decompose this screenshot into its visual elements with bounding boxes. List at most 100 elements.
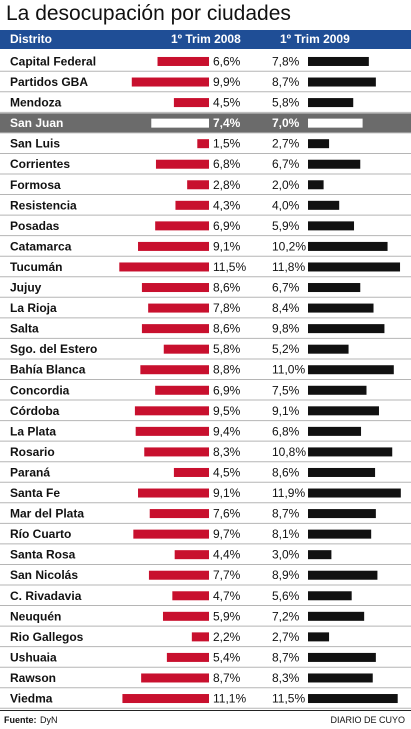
bar-2009 bbox=[308, 159, 361, 169]
bar-2008 bbox=[191, 632, 209, 642]
column-header-bar: Distrito 1º Trim 2008 1º Trim 2009 bbox=[0, 30, 411, 49]
bar-2008 bbox=[141, 324, 209, 334]
value-label-2009: 11,9% bbox=[272, 486, 305, 500]
bar-2009 bbox=[308, 529, 372, 539]
bar-2008 bbox=[162, 611, 209, 621]
bar-2008 bbox=[148, 303, 209, 313]
value-label-2008: 8,7% bbox=[213, 671, 241, 685]
value-label-2009: 7,5% bbox=[272, 383, 300, 397]
bar-2008 bbox=[131, 77, 209, 87]
district-label: Catamarca bbox=[10, 239, 72, 253]
value-label-2008: 9,7% bbox=[213, 527, 241, 541]
district-label: Corrientes bbox=[10, 157, 70, 171]
district-label: Bahía Blanca bbox=[10, 363, 86, 377]
bar-2008 bbox=[122, 694, 209, 704]
bar-2009 bbox=[308, 385, 367, 395]
value-label-2008: 7,6% bbox=[213, 507, 241, 521]
value-label-2009: 8,3% bbox=[272, 671, 300, 685]
bar-2008 bbox=[141, 283, 209, 293]
unemployment-bar-chart: Capital Federal 6,6% 7,8% Partidos GBA 9,9% 8… bbox=[0, 54, 411, 709]
value-label-2009: 7,0% bbox=[272, 116, 300, 130]
value-label-2009: 8,4% bbox=[272, 301, 300, 315]
district-label: Ushuaia bbox=[10, 650, 57, 664]
district-label: Río Cuarto bbox=[10, 527, 71, 541]
bar-2009 bbox=[308, 324, 385, 334]
bar-2008 bbox=[175, 200, 209, 210]
column-header-2008: 1º Trim 2008 bbox=[171, 32, 241, 46]
value-label-2008: 4,7% bbox=[213, 589, 241, 603]
bar-2008 bbox=[155, 221, 209, 231]
value-label-2009: 7,8% bbox=[272, 54, 300, 68]
value-label-2009: 5,8% bbox=[272, 96, 300, 110]
bar-2009 bbox=[308, 550, 332, 560]
bar-2008 bbox=[144, 447, 209, 457]
bar-2009 bbox=[308, 426, 362, 436]
bar-2009 bbox=[308, 467, 376, 477]
value-label-2008: 6,6% bbox=[213, 54, 241, 68]
bar-2009 bbox=[308, 56, 369, 66]
value-label-2008: 9,5% bbox=[213, 404, 241, 418]
bar-2008 bbox=[173, 467, 209, 477]
bar-2009 bbox=[308, 591, 352, 601]
bar-2008 bbox=[166, 652, 209, 662]
value-label-2009: 4,0% bbox=[272, 198, 300, 212]
bar-2009 bbox=[308, 570, 378, 580]
district-label: Rio Gallegos bbox=[10, 630, 84, 644]
district-label: Santa Rosa bbox=[10, 548, 76, 562]
district-label: Capital Federal bbox=[10, 54, 96, 68]
value-label-2009: 6,8% bbox=[272, 424, 300, 438]
value-label-2008: 6,9% bbox=[213, 219, 241, 233]
value-label-2008: 6,9% bbox=[213, 383, 241, 397]
chart-title: La desocupación por ciudades bbox=[6, 2, 291, 25]
source-label: Fuente: bbox=[4, 715, 37, 725]
bar-2008 bbox=[174, 550, 209, 560]
district-label: Neuquén bbox=[10, 609, 61, 623]
value-label-2008: 9,4% bbox=[213, 424, 241, 438]
value-label-2009: 3,0% bbox=[272, 548, 300, 562]
bar-2009 bbox=[308, 632, 330, 642]
value-label-2008: 5,8% bbox=[213, 342, 241, 356]
bar-2009 bbox=[308, 447, 393, 457]
value-label-2008: 11,5% bbox=[213, 260, 246, 274]
value-label-2009: 8,7% bbox=[272, 507, 300, 521]
bar-2009 bbox=[308, 611, 365, 621]
value-label-2009: 9,1% bbox=[272, 404, 300, 418]
bar-2008 bbox=[138, 488, 209, 498]
value-label-2009: 8,6% bbox=[272, 465, 300, 479]
value-label-2008: 2,8% bbox=[213, 178, 241, 192]
value-label-2009: 11,8% bbox=[272, 260, 305, 274]
value-label-2009: 8,1% bbox=[272, 527, 300, 541]
district-label: La Plata bbox=[10, 424, 56, 438]
value-label-2009: 8,7% bbox=[272, 75, 300, 89]
value-label-2009: 7,2% bbox=[272, 609, 300, 623]
value-label-2008: 6,8% bbox=[213, 157, 241, 171]
district-label: Viedma bbox=[10, 692, 53, 706]
bar-2009 bbox=[308, 406, 379, 416]
district-label: Santa Fe bbox=[10, 486, 60, 500]
value-label-2009: 11,5% bbox=[272, 692, 305, 706]
bar-2009 bbox=[308, 365, 394, 375]
value-label-2009: 6,7% bbox=[272, 157, 300, 171]
publisher-credit: DIARIO DE CUYO bbox=[330, 715, 405, 725]
value-label-2008: 9,9% bbox=[213, 75, 241, 89]
bar-2009 bbox=[308, 221, 355, 231]
value-label-2009: 2,7% bbox=[272, 137, 300, 151]
bar-2009 bbox=[308, 283, 361, 293]
bar-2008 bbox=[149, 509, 209, 519]
value-label-2008: 9,1% bbox=[213, 486, 241, 500]
district-label: San Juan bbox=[10, 116, 63, 130]
bar-2009 bbox=[308, 303, 374, 313]
bar-2009 bbox=[308, 652, 376, 662]
district-label: Partidos GBA bbox=[10, 75, 88, 89]
bar-2009 bbox=[308, 118, 363, 128]
bar-2009 bbox=[308, 139, 330, 149]
value-label-2008: 11,1% bbox=[213, 692, 246, 706]
value-label-2009: 8,7% bbox=[272, 650, 300, 664]
source-value: DyN bbox=[40, 715, 58, 725]
bar-2009 bbox=[308, 694, 398, 704]
value-label-2009: 5,9% bbox=[272, 219, 300, 233]
bar-2008 bbox=[134, 406, 209, 416]
bar-2009 bbox=[308, 673, 373, 683]
column-header-district: Distrito bbox=[10, 32, 52, 46]
value-label-2008: 1,5% bbox=[213, 137, 241, 151]
